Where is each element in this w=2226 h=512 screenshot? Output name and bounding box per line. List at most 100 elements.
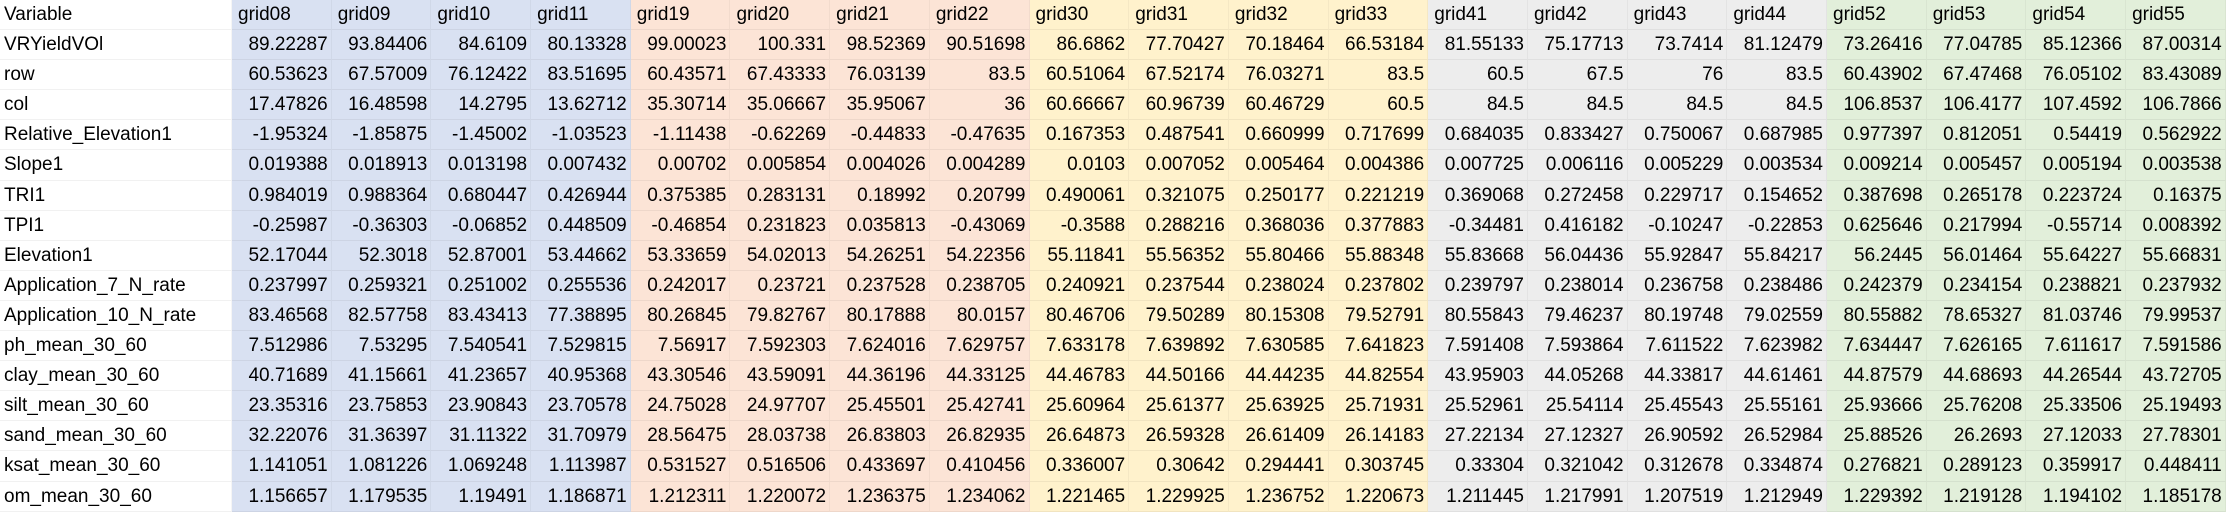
table-cell[interactable]: 55.83668 [1428,240,1528,271]
table-cell[interactable]: 41.23657 [431,361,532,392]
table-cell[interactable]: 1.219128 [1926,481,2027,512]
table-cell[interactable]: 26.52984 [1727,421,1827,452]
table-cell[interactable]: 84.6109 [431,30,532,61]
table-cell[interactable]: 1.217991 [1527,481,1628,512]
table-cell[interactable]: 35.30714 [630,90,731,121]
table-cell[interactable]: 79.50289 [1129,300,1229,332]
table-cell[interactable]: 60.51064 [1029,60,1130,91]
header-cell-grid20[interactable]: grid20 [730,0,831,31]
row-label[interactable]: silt_mean_30_60 [0,391,232,422]
table-cell[interactable]: 0.377883 [1328,210,1429,241]
table-cell[interactable]: 7.592303 [730,331,831,362]
table-cell[interactable]: 0.003534 [1727,150,1827,181]
table-cell[interactable]: 0.426944 [531,180,631,211]
table-cell[interactable]: 0.007432 [531,150,631,181]
table-cell[interactable]: 0.20799 [929,180,1030,211]
table-cell[interactable]: 26.64873 [1029,421,1130,452]
table-cell[interactable]: 106.7866 [2126,90,2226,121]
table-cell[interactable]: 0.977397 [1827,120,1927,151]
table-cell[interactable]: 0.687985 [1727,120,1827,151]
table-cell[interactable]: 67.5 [1527,60,1628,91]
row-label[interactable]: TRI1 [0,180,232,211]
table-cell[interactable]: 44.26544 [2026,361,2127,392]
table-cell[interactable]: 0.004386 [1328,150,1429,181]
table-cell[interactable]: 25.63925 [1228,391,1329,422]
table-cell[interactable]: 67.57009 [331,60,432,91]
table-cell[interactable]: 80.46706 [1029,300,1130,332]
table-cell[interactable]: 44.82554 [1328,361,1429,392]
table-cell[interactable]: -0.10247 [1627,210,1728,241]
table-cell[interactable]: 60.53623 [232,60,332,91]
table-cell[interactable]: 40.71689 [232,361,332,392]
table-cell[interactable]: 0.167353 [1029,120,1130,151]
table-cell[interactable]: 0.490061 [1029,180,1130,211]
table-cell[interactable]: 60.96739 [1129,90,1229,121]
table-cell[interactable]: 83.43413 [431,300,532,332]
table-cell[interactable]: -1.03523 [531,120,631,151]
table-cell[interactable]: 7.629757 [929,331,1030,362]
table-cell[interactable]: 0.229717 [1627,180,1728,211]
table-cell[interactable]: 28.56475 [630,421,731,452]
table-cell[interactable]: 99.00023 [630,30,731,61]
table-cell[interactable]: 35.06667 [730,90,831,121]
table-cell[interactable]: 1.113987 [531,451,631,482]
row-label[interactable]: row [0,60,232,91]
row-label[interactable]: om_mean_30_60 [0,481,232,512]
table-cell[interactable]: 0.035813 [830,210,930,241]
table-cell[interactable]: 55.92847 [1627,240,1728,271]
table-cell[interactable]: 25.54114 [1527,391,1628,422]
table-cell[interactable]: 23.90843 [431,391,532,422]
table-cell[interactable]: 0.237802 [1328,270,1429,301]
table-cell[interactable]: 1.141051 [232,451,332,482]
table-cell[interactable]: 0.660999 [1228,120,1329,151]
table-cell[interactable]: 7.512986 [232,331,332,362]
table-cell[interactable]: 25.45501 [830,391,930,422]
table-cell[interactable]: -0.3588 [1029,210,1130,241]
table-cell[interactable]: 25.61377 [1129,391,1229,422]
table-cell[interactable]: -0.25987 [232,210,332,241]
table-cell[interactable]: 54.22356 [929,240,1030,271]
table-cell[interactable]: 0.242379 [1827,270,1927,301]
table-cell[interactable]: 55.88348 [1328,240,1429,271]
table-cell[interactable]: 0.448509 [531,210,631,241]
table-cell[interactable]: 77.38895 [531,300,631,332]
table-cell[interactable]: 26.14183 [1328,421,1429,452]
table-cell[interactable]: 77.70427 [1129,30,1229,61]
header-cell-grid43[interactable]: grid43 [1627,0,1728,31]
table-cell[interactable]: 0.288216 [1129,210,1229,241]
table-cell[interactable]: -1.11438 [630,120,731,151]
table-cell[interactable]: 0.833427 [1527,120,1628,151]
table-cell[interactable]: 84.5 [1727,90,1827,121]
table-cell[interactable]: 0.004289 [929,150,1030,181]
table-cell[interactable]: 27.22134 [1428,421,1528,452]
table-cell[interactable]: 80.15308 [1228,300,1329,332]
table-cell[interactable]: 13.62712 [531,90,631,121]
table-cell[interactable]: 0.239797 [1428,270,1528,301]
table-cell[interactable]: 0.359917 [2026,451,2127,482]
table-cell[interactable]: 0.272458 [1527,180,1628,211]
table-cell[interactable]: 7.626165 [1926,331,2027,362]
table-cell[interactable]: 25.33506 [2026,391,2127,422]
row-label[interactable]: ksat_mean_30_60 [0,451,232,482]
table-cell[interactable]: 0.238486 [1727,270,1827,301]
table-cell[interactable]: 0.680447 [431,180,532,211]
row-label[interactable]: sand_mean_30_60 [0,421,232,452]
table-cell[interactable]: 0.238705 [929,270,1030,301]
table-cell[interactable]: 106.4177 [1926,90,2027,121]
table-cell[interactable]: 60.43571 [630,60,731,91]
table-cell[interactable]: 7.641823 [1328,331,1429,362]
table-cell[interactable]: 0.276821 [1827,451,1927,482]
table-cell[interactable]: 55.56352 [1129,240,1229,271]
table-cell[interactable]: 56.04436 [1527,240,1628,271]
table-cell[interactable]: 66.53184 [1328,30,1429,61]
table-cell[interactable]: 55.84217 [1727,240,1827,271]
header-cell-grid31[interactable]: grid31 [1129,0,1229,31]
table-cell[interactable]: 43.72705 [2126,361,2226,392]
table-cell[interactable]: 40.95368 [531,361,631,392]
table-cell[interactable]: 7.591408 [1428,331,1528,362]
table-cell[interactable]: 43.30546 [630,361,731,392]
row-label[interactable]: Application_10_N_rate [0,300,232,332]
table-cell[interactable]: 90.51698 [929,30,1030,61]
table-cell[interactable]: 25.88526 [1827,421,1927,452]
table-cell[interactable]: 1.179535 [331,481,432,512]
